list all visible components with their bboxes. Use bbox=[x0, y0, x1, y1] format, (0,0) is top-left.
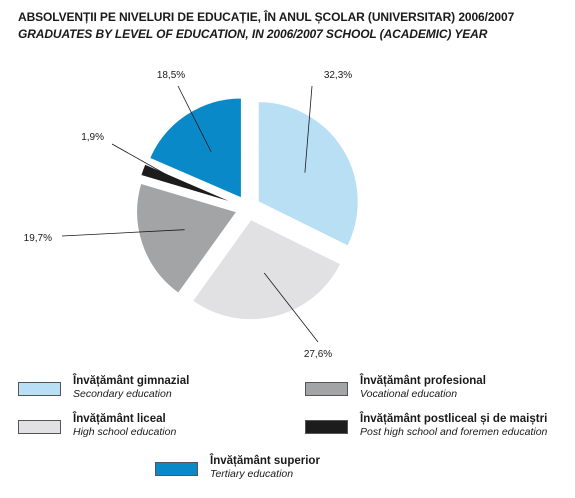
legend-label: Învățământ superior bbox=[210, 455, 320, 467]
legend-swatch bbox=[18, 420, 61, 434]
leader-line bbox=[61, 229, 185, 237]
slice-label: 27,6% bbox=[304, 349, 332, 360]
pie-slice bbox=[257, 101, 359, 247]
legend-label: Învățământ profesional bbox=[360, 375, 486, 387]
pie-slice bbox=[191, 219, 342, 321]
legend-label: Învățământ gimnazial bbox=[73, 375, 190, 387]
legend-sublabel: Tertiary education bbox=[210, 468, 294, 480]
legend-item-post-high-school: Învățământ postliceal și de maiștri Post… bbox=[305, 413, 547, 439]
chart-subtitle: GRADUATES BY LEVEL OF EDUCATION, IN 2006… bbox=[18, 27, 488, 41]
slice-label: 32,3% bbox=[324, 70, 352, 81]
slice-label: 1,9% bbox=[81, 132, 104, 143]
pie-slice bbox=[136, 182, 238, 294]
legend-item-tertiary: Învățământ superior Tertiary education bbox=[155, 455, 320, 481]
legend-swatch bbox=[155, 462, 198, 476]
legend-swatch bbox=[18, 382, 61, 396]
chart-title: ABSOLVENȚII PE NIVELURI DE EDUCAȚIE, ÎN … bbox=[18, 10, 515, 24]
legend-swatch bbox=[305, 420, 348, 434]
leader-line bbox=[263, 272, 319, 343]
legend-sublabel: Vocational education bbox=[360, 388, 458, 400]
leader-line bbox=[111, 143, 186, 186]
legend-label: Învățământ liceal bbox=[73, 413, 166, 425]
legend-sublabel: High school education bbox=[73, 426, 177, 438]
legend-item-vocational: Învățământ profesional Vocational educat… bbox=[305, 375, 486, 401]
legend-swatch bbox=[305, 382, 348, 396]
legend-label: Învățământ postliceal și de maiștri bbox=[360, 413, 548, 425]
legend-item-secondary: Învățământ gimnazial Secondary education bbox=[18, 375, 189, 401]
leader-line bbox=[177, 85, 212, 153]
legend-sublabel: Secondary education bbox=[73, 388, 172, 400]
pie-slice bbox=[148, 97, 242, 199]
slice-label: 19,7% bbox=[24, 233, 52, 244]
leader-line bbox=[304, 85, 313, 173]
slice-label: 18,5% bbox=[157, 70, 185, 81]
legend-item-high-school: Învățământ liceal High school education bbox=[18, 413, 176, 439]
legend-sublabel: Post high school and foremen education bbox=[360, 426, 548, 438]
